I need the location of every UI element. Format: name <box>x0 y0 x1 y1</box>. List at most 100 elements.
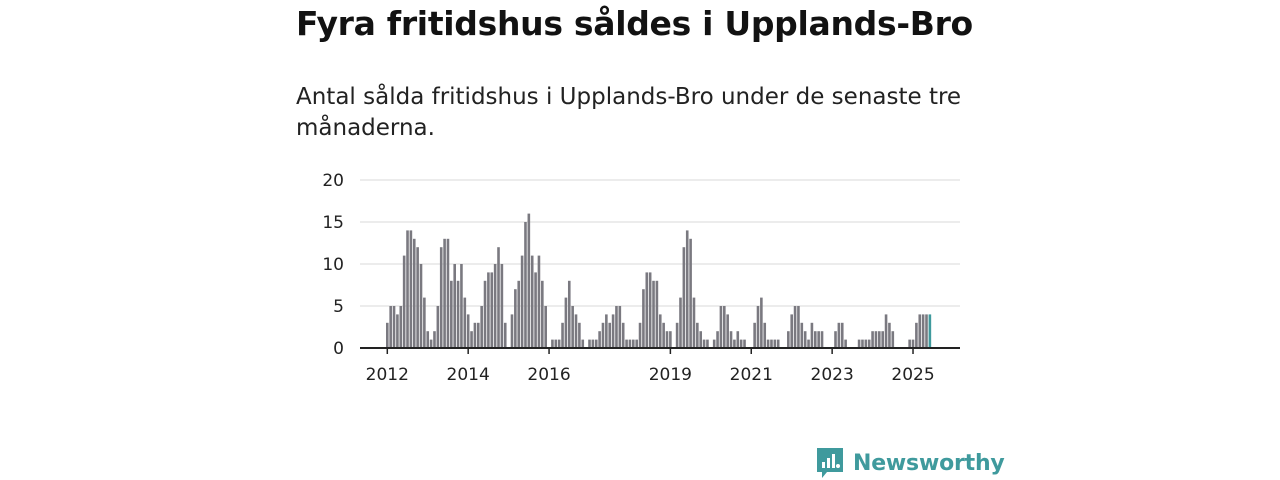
bar <box>497 247 500 348</box>
bar <box>392 306 396 348</box>
bar <box>402 255 406 348</box>
bar <box>460 264 463 348</box>
bar <box>787 331 790 348</box>
bar <box>753 322 756 348</box>
y-tick-label: 0 <box>333 339 344 359</box>
bar <box>594 339 598 348</box>
brand-name: Newsworthy <box>853 450 1005 476</box>
bar <box>891 331 895 348</box>
bar <box>797 306 800 348</box>
bar <box>470 331 473 348</box>
bar <box>621 322 625 348</box>
bar <box>544 306 547 348</box>
bar <box>793 306 797 348</box>
bar <box>517 280 521 348</box>
bar <box>520 255 524 348</box>
bar <box>389 306 392 348</box>
bar <box>702 339 706 348</box>
bar <box>396 314 399 348</box>
newsworthy-logo-icon <box>817 448 843 478</box>
bar <box>446 238 450 348</box>
bar <box>884 314 888 348</box>
bar <box>399 306 403 348</box>
bar <box>450 280 453 348</box>
bar <box>844 339 847 348</box>
bar <box>433 331 436 348</box>
bar <box>386 322 389 348</box>
bar <box>537 255 541 348</box>
bar <box>658 314 662 348</box>
bar <box>487 272 490 348</box>
bar <box>685 230 689 348</box>
bar <box>524 222 527 348</box>
y-tick-label: 5 <box>333 297 344 317</box>
bar <box>881 331 884 348</box>
bar <box>615 306 618 348</box>
bar <box>871 331 874 348</box>
x-tick-label: 2023 <box>811 365 854 385</box>
bar <box>918 314 922 348</box>
page-title: Fyra fritidshus såldes i Upplands-Bro <box>296 4 973 43</box>
y-tick-label: 20 <box>322 171 344 191</box>
bar <box>800 322 804 348</box>
x-tick-label: 2025 <box>891 365 934 385</box>
bar <box>429 339 433 348</box>
bar <box>611 314 615 348</box>
bar <box>736 331 740 348</box>
bar <box>561 322 564 348</box>
bar <box>921 314 925 348</box>
bar <box>638 322 642 348</box>
bar <box>776 339 780 348</box>
bar <box>456 280 460 348</box>
bar <box>861 339 864 348</box>
bar <box>591 339 595 348</box>
bar <box>551 339 554 348</box>
bar <box>756 306 760 348</box>
bar <box>665 331 669 348</box>
gridlines <box>360 179 960 307</box>
bar <box>483 280 487 348</box>
bar <box>423 297 426 348</box>
bar <box>834 331 837 348</box>
bar <box>426 331 430 348</box>
bar <box>530 255 534 348</box>
y-tick-label: 10 <box>322 255 344 275</box>
bar <box>412 238 416 348</box>
chart-subtitle: Antal sålda fritidshus i Upplands-Bro un… <box>296 84 962 141</box>
bar <box>810 322 814 348</box>
bar <box>503 322 507 348</box>
bar <box>419 264 423 348</box>
bar <box>409 230 413 348</box>
y-tick-label: 15 <box>322 213 344 233</box>
x-tick-label: 2019 <box>649 365 692 385</box>
bar <box>416 247 419 348</box>
bar <box>625 339 628 348</box>
bar <box>645 272 649 348</box>
bar <box>578 322 581 348</box>
bar-chart: 0 5 10 15 20 2012 2014 2016 2019 2021 2023 2025 4 <box>322 160 960 385</box>
x-axis: 2012 2014 2016 2019 2021 2023 2025 <box>360 347 960 385</box>
bar <box>632 339 635 348</box>
brand: Newsworthy <box>815 446 1005 480</box>
bar <box>628 339 632 348</box>
bar <box>648 272 652 348</box>
x-tick-label: 2012 <box>366 365 409 385</box>
bar <box>857 339 861 348</box>
bar <box>712 339 716 348</box>
bar <box>564 297 568 348</box>
bar <box>743 339 746 348</box>
bar <box>436 306 440 348</box>
bar <box>837 322 841 348</box>
bar <box>716 331 719 348</box>
bar <box>453 264 456 348</box>
bar <box>790 314 793 348</box>
value-label: 4 <box>932 160 942 164</box>
bar <box>598 331 601 348</box>
bar <box>692 297 696 348</box>
bar-highlight <box>928 314 932 348</box>
bar <box>581 339 585 348</box>
bar <box>514 289 517 348</box>
bar <box>760 297 763 348</box>
bar <box>726 314 729 348</box>
bar <box>773 339 777 348</box>
